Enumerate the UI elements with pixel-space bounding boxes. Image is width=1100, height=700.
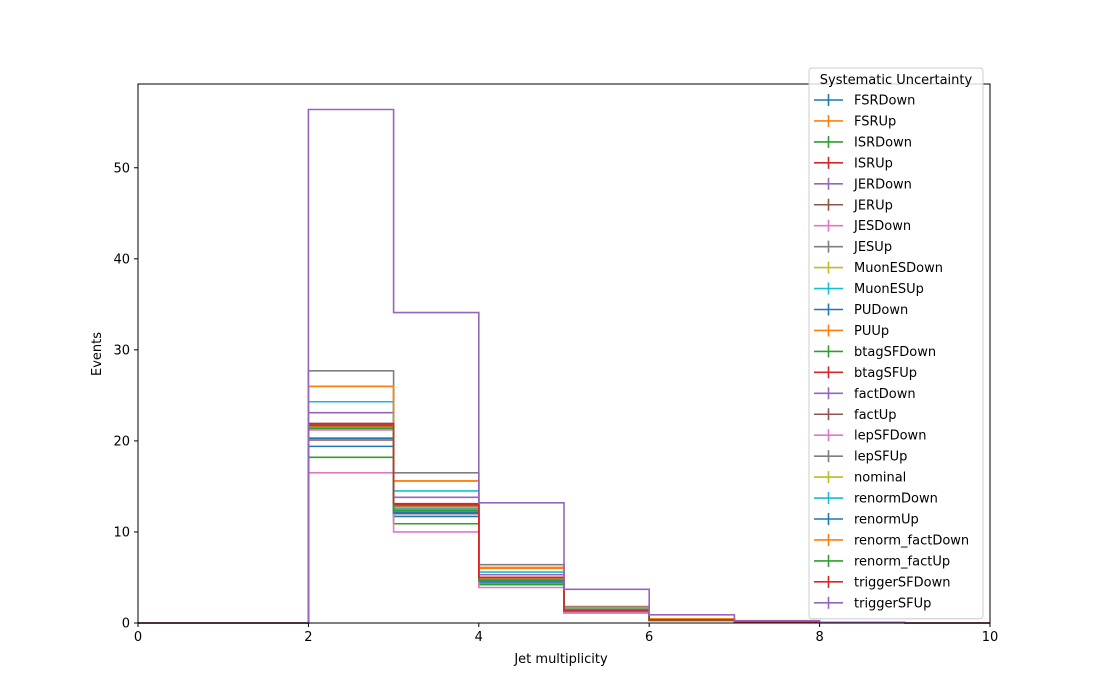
y-axis: 0 10 20 30 40 50: [113, 161, 138, 632]
legend-entry-label: MuonESUp: [854, 282, 924, 297]
legend-entry-label: nominal: [854, 471, 906, 486]
x-axis-label: Jet multiplicity: [513, 652, 608, 667]
y-tick-label: 30: [113, 343, 130, 358]
legend-entry-label: triggerSFUp: [854, 596, 931, 611]
y-tick-label: 20: [113, 434, 130, 449]
axes-spines: [137, 83, 991, 624]
y-tick-label: 10: [113, 525, 130, 540]
legend-entry-label: JERUp: [853, 198, 893, 213]
legend-entry-label: lepSFDown: [854, 429, 926, 444]
x-tick-label: 10: [982, 630, 999, 645]
legend-entry-label: JESUp: [853, 240, 892, 255]
legend-entry-label: PUDown: [854, 303, 908, 318]
legend-entry-label: renorm_factDown: [854, 533, 969, 548]
x-tick-label: 4: [475, 630, 483, 645]
legend-entry-label: ISRUp: [854, 156, 893, 171]
legend-entry-label: FSRDown: [854, 94, 915, 109]
legend-box: [808, 67, 984, 620]
x-tick-label: 6: [645, 630, 653, 645]
legend-entry-label: MuonESDown: [854, 261, 943, 276]
legend: Systematic Uncertainty FSRDown FSRUp ISRDow…: [808, 67, 984, 620]
legend-entry-label: renormDown: [854, 492, 938, 507]
series-line-triggerSFUp: [138, 108, 990, 624]
y-tick-label: 40: [113, 252, 130, 267]
y-axis-label: Events: [90, 332, 105, 376]
legend-entry-label: factDown: [854, 387, 916, 402]
legend-entry-label: JESDown: [853, 219, 911, 234]
legend-entry-label: lepSFUp: [854, 450, 907, 465]
legend-entry-label: triggerSFDown: [854, 575, 950, 590]
y-tick-label: 0: [122, 617, 130, 632]
legend-entry-label: btagSFDown: [854, 345, 936, 360]
legend-entry-label: ISRDown: [854, 135, 912, 150]
legend-title: Systematic Uncertainty: [820, 73, 973, 88]
legend-entry-label: btagSFUp: [854, 366, 917, 381]
x-tick-label: 2: [304, 630, 312, 645]
legend-entry-label: renorm_factUp: [854, 554, 950, 569]
legend-entry-label: factUp: [854, 408, 897, 423]
legend-entry-label: FSRUp: [854, 114, 896, 129]
legend-entry-label: PUUp: [854, 324, 889, 339]
y-tick-label: 50: [113, 161, 130, 176]
x-tick-label: 8: [815, 630, 823, 645]
axes-frame: [137, 83, 991, 624]
x-tick-label: 0: [134, 630, 142, 645]
legend-entry-label: renormUp: [854, 513, 919, 528]
x-axis: 0 2 4 6 8 10: [134, 623, 998, 645]
legend-entry-label: JERDown: [853, 177, 912, 192]
